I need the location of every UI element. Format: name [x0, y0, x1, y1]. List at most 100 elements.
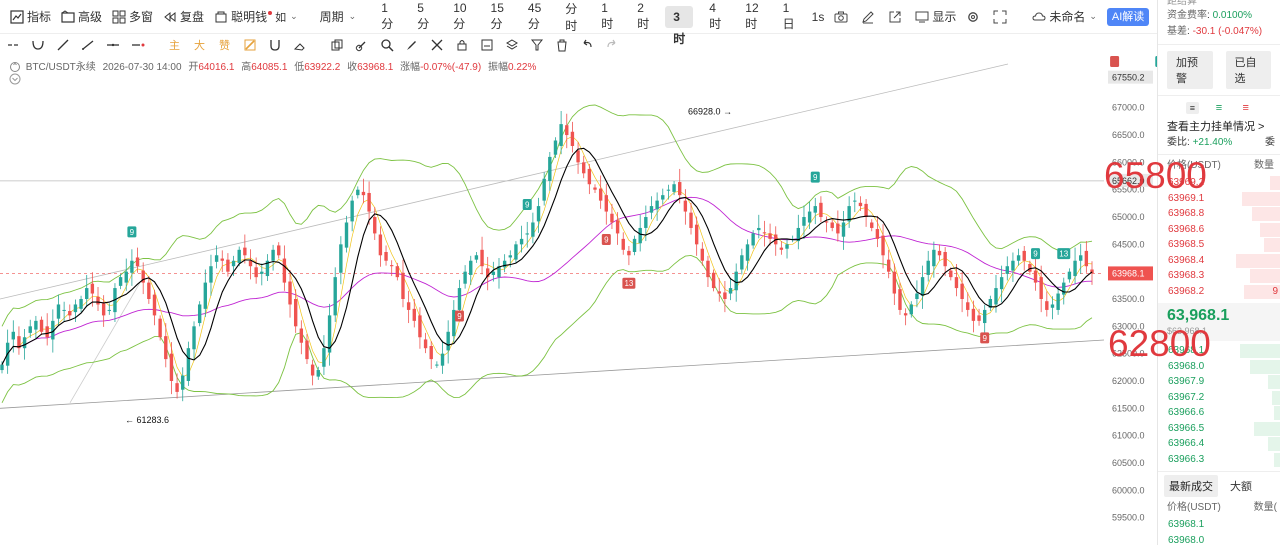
bid-row[interactable]: 63967.9: [1158, 374, 1280, 390]
big-tool[interactable]: 大: [187, 34, 212, 56]
candle[interactable]: [220, 250, 224, 273]
candle[interactable]: [706, 255, 710, 287]
ask-row[interactable]: 63968.2 9: [1158, 284, 1280, 300]
candle[interactable]: [768, 223, 772, 246]
candle[interactable]: [378, 226, 383, 267]
candle[interactable]: [186, 341, 191, 386]
candle[interactable]: [683, 189, 688, 225]
bid-row[interactable]: 63968.1: [1158, 343, 1280, 359]
candle[interactable]: [327, 303, 332, 366]
candle[interactable]: [943, 247, 947, 277]
candle[interactable]: [779, 241, 784, 255]
fullscreen-button[interactable]: [988, 0, 1015, 34]
add-alert-button[interactable]: 加预警: [1167, 51, 1213, 89]
candle[interactable]: [570, 121, 575, 153]
candle[interactable]: [260, 263, 264, 286]
interval-5[interactable]: 分时: [565, 1, 578, 33]
candle[interactable]: [62, 301, 66, 322]
candle[interactable]: [497, 258, 501, 289]
interval-7[interactable]: 2时: [637, 1, 650, 31]
candle[interactable]: [553, 137, 558, 158]
candle[interactable]: [395, 262, 400, 281]
candle[interactable]: [531, 212, 535, 244]
candle[interactable]: [898, 282, 902, 315]
candle[interactable]: [666, 184, 671, 200]
interval-6[interactable]: 1时: [601, 1, 614, 31]
candle[interactable]: [881, 224, 885, 269]
candle[interactable]: [672, 180, 676, 196]
settings-button[interactable]: [961, 0, 988, 34]
candle[interactable]: [1079, 243, 1083, 274]
camera-button[interactable]: [829, 0, 856, 34]
candle[interactable]: [514, 241, 518, 263]
candle[interactable]: [333, 267, 337, 322]
self-select-button[interactable]: 已自选: [1225, 51, 1271, 89]
ask-row[interactable]: 63968.5: [1158, 237, 1280, 253]
undo-tool[interactable]: [574, 34, 599, 56]
bid-row[interactable]: 63967.2: [1158, 390, 1280, 406]
candle[interactable]: [598, 175, 603, 209]
interval-1[interactable]: 5分: [417, 1, 430, 31]
candle[interactable]: [68, 304, 72, 321]
candle[interactable]: [299, 320, 304, 355]
display-button[interactable]: 显示: [910, 0, 961, 34]
zoom-tool[interactable]: [374, 34, 399, 56]
candle[interactable]: [757, 214, 761, 239]
candle[interactable]: [926, 250, 930, 282]
candle[interactable]: [243, 234, 247, 264]
tab-latest-trades[interactable]: 最新成交: [1164, 475, 1218, 497]
interval-0[interactable]: 1分: [381, 1, 394, 31]
candle[interactable]: [903, 308, 908, 326]
redo-tool[interactable]: [599, 34, 624, 56]
candle[interactable]: [802, 205, 806, 239]
candle[interactable]: [373, 207, 377, 240]
candle[interactable]: [367, 181, 371, 225]
candle[interactable]: [644, 205, 648, 242]
delete-tool[interactable]: [549, 34, 574, 56]
bid-row[interactable]: 63968.0: [1158, 359, 1280, 375]
candle[interactable]: [1067, 268, 1072, 283]
ray-tool[interactable]: [50, 34, 75, 56]
candle[interactable]: [1050, 296, 1055, 320]
interval-9[interactable]: 4时: [709, 1, 722, 31]
candle[interactable]: [915, 280, 919, 308]
layout-dropdown[interactable]: 未命名 ⌄: [1027, 0, 1102, 34]
candle[interactable]: [700, 242, 705, 266]
candle[interactable]: [999, 265, 1004, 303]
candle[interactable]: [486, 256, 490, 291]
candle[interactable]: [0, 361, 4, 374]
candle[interactable]: [615, 212, 620, 245]
magnet-tool[interactable]: [262, 34, 287, 56]
candle[interactable]: [350, 195, 354, 232]
candle[interactable]: [101, 295, 106, 327]
cursor-line-tool[interactable]: [0, 34, 25, 56]
candle[interactable]: [502, 254, 507, 273]
one-second-button[interactable]: 1s: [807, 0, 830, 34]
candle[interactable]: [152, 289, 157, 326]
candle[interactable]: [316, 366, 320, 380]
candle[interactable]: [474, 252, 479, 263]
candle[interactable]: [446, 320, 450, 364]
candle[interactable]: [440, 340, 445, 374]
interval-10[interactable]: 12时: [745, 1, 759, 31]
measure-tool[interactable]: [424, 34, 449, 56]
curve-tool[interactable]: [25, 34, 50, 56]
candle[interactable]: [344, 215, 349, 253]
candle[interactable]: [661, 188, 665, 205]
candle[interactable]: [807, 201, 812, 230]
candle[interactable]: [480, 236, 484, 275]
candle[interactable]: [949, 267, 953, 281]
candle[interactable]: [209, 254, 213, 296]
candle[interactable]: [694, 216, 699, 256]
candle[interactable]: [418, 307, 422, 349]
candle[interactable]: [79, 295, 83, 313]
ask-row[interactable]: 63969.1: [1158, 191, 1280, 207]
candle[interactable]: [56, 294, 61, 326]
candle[interactable]: [147, 276, 151, 304]
orderbook-bids-icon[interactable]: ≡: [1215, 102, 1223, 114]
candle[interactable]: [824, 216, 829, 233]
candle[interactable]: [389, 260, 394, 277]
eraser-tool[interactable]: [287, 34, 312, 56]
candle[interactable]: [909, 301, 913, 318]
bid-row[interactable]: 63966.6: [1158, 405, 1280, 421]
